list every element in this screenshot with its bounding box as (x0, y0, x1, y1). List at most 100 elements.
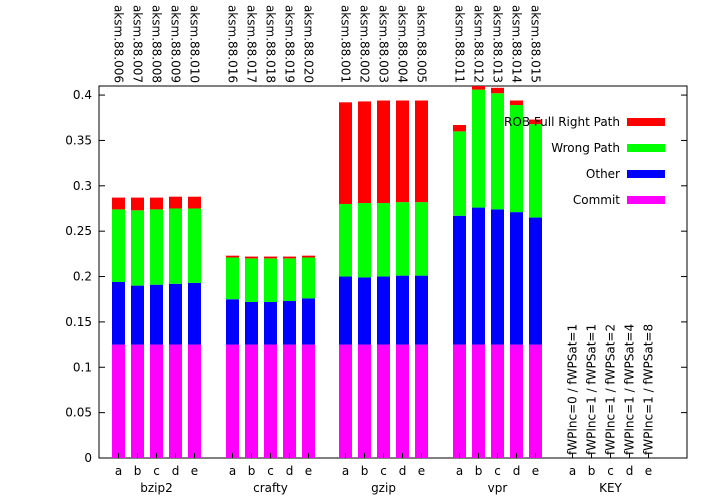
bar-segment-rob-full-right-path (415, 100, 428, 203)
bar-segment-other (377, 276, 390, 345)
bar-segment-rob-full-right-path (226, 255, 239, 258)
bar-letter: e (191, 464, 198, 478)
bar-segment-other (510, 212, 523, 345)
bar-segment-wrong-path (226, 257, 239, 300)
y-tick-label: 0.2 (73, 270, 92, 284)
bar-segment-rob-full-right-path (245, 256, 258, 259)
y-tick-label: 0 (84, 451, 92, 465)
bar-segment-other (150, 284, 163, 345)
bar-segment-commit (453, 344, 466, 458)
legend-label: Wrong Path (551, 141, 620, 155)
key-letter: d (626, 464, 634, 478)
y-tick-label: 0.35 (65, 133, 92, 147)
run-label: aksm.88.010 (188, 5, 202, 83)
legend-swatch (627, 118, 665, 126)
bar-segment-commit (131, 344, 144, 458)
bar-segment-commit (529, 344, 542, 458)
key-letter: b (588, 464, 596, 478)
run-label: aksm.88.004 (396, 5, 410, 83)
bar-segment-rob-full-right-path (377, 100, 390, 204)
bar-segment-wrong-path (131, 210, 144, 286)
bar-segment-wrong-path (415, 202, 428, 276)
bar-segment-commit (339, 344, 352, 458)
bar-segment-rob-full-right-path (283, 256, 296, 259)
bar-letter: d (513, 464, 521, 478)
bar-letter: a (456, 464, 463, 478)
bar-letter: d (172, 464, 180, 478)
bar-segment-wrong-path (283, 258, 296, 302)
bar-segment-rob-full-right-path (339, 102, 352, 204)
y-tick-label: 0.1 (73, 360, 92, 374)
bar-segment-other (245, 301, 258, 345)
y-tick-label: 0.15 (65, 315, 92, 329)
group-label: vpr (488, 481, 508, 495)
bar-letter: e (532, 464, 539, 478)
bar-segment-other (283, 301, 296, 345)
bar-segment-other (112, 281, 125, 345)
run-label: aksm.88.020 (302, 5, 316, 83)
key-letter: a (569, 464, 576, 478)
bar-segment-wrong-path (510, 105, 523, 213)
key-config-label: fWPInc=1 / fWPSat=1 (585, 324, 599, 455)
bar-segment-commit (377, 344, 390, 458)
bar-segment-rob-full-right-path (112, 197, 125, 210)
bar-segment-commit (510, 344, 523, 458)
bar-segment-rob-full-right-path (491, 87, 504, 94)
bar-segment-rob-full-right-path (529, 119, 542, 125)
bar-segment-rob-full-right-path (396, 100, 409, 203)
legend-swatch (627, 196, 665, 204)
bar-segment-rob-full-right-path (472, 86, 485, 90)
bar-segment-commit (396, 344, 409, 458)
bar-letter: c (494, 464, 501, 478)
bar-segment-rob-full-right-path (264, 256, 277, 259)
bar-segment-rob-full-right-path (302, 255, 315, 258)
bar-segment-other (491, 209, 504, 345)
run-label: aksm.88.007 (131, 5, 145, 83)
bar-segment-other (396, 275, 409, 345)
bar-letter: e (305, 464, 312, 478)
bar-segment-wrong-path (169, 208, 182, 284)
bar-letter: a (342, 464, 349, 478)
legend-swatch (627, 144, 665, 152)
y-tick-label: 0.4 (73, 88, 92, 102)
bar-letter: c (380, 464, 387, 478)
bar-segment-wrong-path (112, 209, 125, 282)
bar-segment-wrong-path (377, 203, 390, 277)
bar-segment-other (339, 276, 352, 345)
key-letter: c (607, 464, 614, 478)
run-label: aksm.88.019 (283, 5, 297, 83)
bar-segment-commit (358, 344, 371, 458)
run-label: aksm.88.009 (169, 5, 183, 83)
bar-segment-other (226, 299, 239, 345)
run-label: aksm.88.001 (339, 5, 353, 83)
bar-letter: b (361, 464, 369, 478)
run-label: aksm.88.017 (245, 5, 259, 83)
bar-segment-wrong-path (245, 258, 258, 302)
bar-letter: b (475, 464, 483, 478)
bar-segment-wrong-path (339, 203, 352, 277)
bar-letter: c (153, 464, 160, 478)
bar-segment-wrong-path (491, 93, 504, 210)
bar-segment-wrong-path (188, 208, 201, 283)
plot-frame (98, 85, 688, 459)
bar-segment-other (169, 283, 182, 345)
group-label: crafty (253, 481, 288, 495)
bar-segment-other (188, 282, 201, 345)
group-label: gzip (371, 481, 396, 495)
group-label: bzip2 (140, 481, 173, 495)
bar-segment-rob-full-right-path (358, 101, 371, 204)
bar-segment-commit (472, 344, 485, 458)
bar-segment-rob-full-right-path (510, 100, 523, 106)
y-tick-label: 0.3 (73, 179, 92, 193)
y-tick-label: 0.25 (65, 224, 92, 238)
plot-layer: 0 0.05 0.1 0.15 0.2 0.25 0.3 0.35 0.4 a aksm.88.00… (65, 5, 688, 495)
bar-segment-wrong-path (396, 202, 409, 276)
bar-segment-rob-full-right-path (150, 197, 163, 210)
bar-segment-wrong-path (529, 124, 542, 218)
bar-segment-commit (264, 344, 277, 458)
key-config-label: fWPInc=0 / fWPSat=1 (566, 324, 580, 455)
bar-letter: d (399, 464, 407, 478)
key-config-label: fWPInc=1 / fWPSat=8 (642, 324, 656, 455)
legend-label: ROB Full Right Path (504, 115, 620, 129)
